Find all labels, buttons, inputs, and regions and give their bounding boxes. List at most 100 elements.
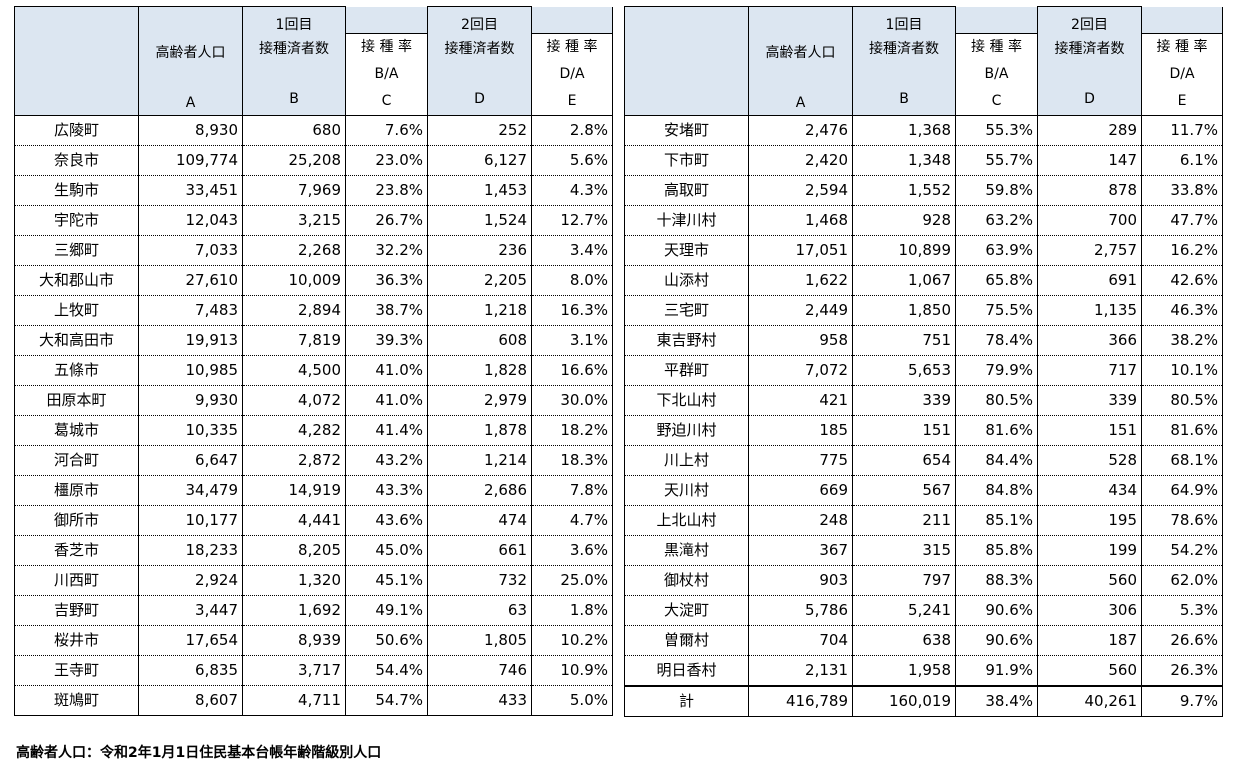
cell-b: 1,320: [242, 565, 346, 596]
table-row: 河合町 6,647 2,872 43.2% 1,214 18.3%: [14, 445, 613, 476]
cell-e: 78.6%: [1141, 505, 1223, 536]
first-dose-line1: 1回目: [275, 17, 313, 33]
cell-b: 680: [242, 115, 346, 146]
cell-d: 1,805: [427, 625, 532, 656]
second-rate-label: 接 種 率: [546, 38, 598, 55]
table-row: 香芝市 18,233 8,205 45.0% 661 3.6%: [14, 535, 613, 566]
first-rate-header: 接 種 率 B/A C: [955, 6, 1038, 116]
cell-a: 10,177: [138, 505, 243, 536]
cell-e: 10.1%: [1141, 355, 1223, 386]
first-rate-header: 接 種 率 B/A C: [345, 6, 428, 116]
total-e: 9.7%: [1141, 685, 1223, 717]
cell-c: 85.8%: [955, 535, 1038, 566]
municipality-name: 桜井市: [14, 625, 139, 656]
second-rate-label: 接 種 率: [1156, 38, 1208, 55]
cell-a: 5,786: [748, 595, 853, 626]
cell-a: 2,594: [748, 175, 853, 206]
cell-d: 339: [1037, 385, 1142, 416]
cell-b: 2,872: [242, 445, 346, 476]
municipality-name: 大和郡山市: [14, 265, 139, 296]
table-row: 広陵町 8,930 680 7.6% 252 2.8%: [14, 115, 613, 146]
cell-b: 10,899: [852, 235, 956, 266]
col-e-label: E: [1177, 92, 1187, 109]
municipality-name: 下北山村: [624, 385, 749, 416]
cell-e: 80.5%: [1141, 385, 1223, 416]
cell-d: 1,524: [427, 205, 532, 236]
cell-b: 1,552: [852, 175, 956, 206]
municipality-name: 田原本町: [14, 385, 139, 416]
municipality-name: 葛城市: [14, 415, 139, 446]
col-c-label: C: [381, 92, 392, 109]
cell-c: 63.2%: [955, 205, 1038, 236]
cell-a: 9,930: [138, 385, 243, 416]
table-row: 田原本町 9,930 4,072 41.0% 2,979 30.0%: [14, 385, 613, 416]
first-dose-header: 1回目 接種済者数 B: [242, 6, 346, 116]
cell-e: 68.1%: [1141, 445, 1223, 476]
cell-a: 775: [748, 445, 853, 476]
cell-e: 4.7%: [531, 505, 613, 536]
cell-d: 236: [427, 235, 532, 266]
cell-a: 367: [748, 535, 853, 566]
first-dose-line2: 接種済者数: [259, 41, 329, 57]
municipality-name: 上北山村: [624, 505, 749, 536]
cell-a: 3,447: [138, 595, 243, 626]
total-c: 38.4%: [955, 685, 1038, 717]
cell-d: 1,135: [1037, 295, 1142, 326]
municipality-name: 東吉野村: [624, 325, 749, 356]
right-table: 高齢者人口 A 1回目 接種済者数 B 接 種 率 B/A C 2回目 接種済者…: [624, 6, 1223, 717]
cell-a: 903: [748, 565, 853, 596]
table-row: 御杖村 903 797 88.3% 560 62.0%: [624, 565, 1223, 596]
cell-c: 88.3%: [955, 565, 1038, 596]
municipality-name: 大淀町: [624, 595, 749, 626]
table-row: 川西町 2,924 1,320 45.1% 732 25.0%: [14, 565, 613, 596]
cell-a: 1,468: [748, 205, 853, 236]
cell-b: 2,268: [242, 235, 346, 266]
cell-a: 27,610: [138, 265, 243, 296]
col-a-label: A: [185, 95, 196, 111]
table-row: 大和郡山市 27,610 10,009 36.3% 2,205 8.0%: [14, 265, 613, 296]
table-row: 宇陀市 12,043 3,215 26.7% 1,524 12.7%: [14, 205, 613, 236]
cell-e: 42.6%: [1141, 265, 1223, 296]
second-dose-line1: 2回目: [1071, 17, 1108, 33]
cell-a: 8,930: [138, 115, 243, 146]
municipality-name: 曽爾村: [624, 625, 749, 656]
cell-d: 1,218: [427, 295, 532, 326]
cell-e: 2.8%: [531, 115, 613, 146]
second-dose-line2: 接種済者数: [444, 41, 515, 57]
col-a-label: A: [795, 95, 806, 111]
municipality-name: 天川村: [624, 475, 749, 506]
first-rate-label: 接 種 率: [361, 38, 412, 55]
second-rate-header: 接 種 率 D/A E: [1141, 6, 1223, 116]
cell-c: 54.7%: [345, 685, 428, 716]
table-row: 橿原市 34,479 14,919 43.3% 2,686 7.8%: [14, 475, 613, 506]
cell-d: 560: [1037, 565, 1142, 596]
cell-b: 4,441: [242, 505, 346, 536]
municipality-name: 安堵町: [624, 115, 749, 146]
cell-c: 81.6%: [955, 415, 1038, 446]
municipality-name: 下市町: [624, 145, 749, 176]
cell-d: 732: [427, 565, 532, 596]
second-rate-header: 接 種 率 D/A E: [531, 6, 613, 116]
cell-a: 10,335: [138, 415, 243, 446]
first-dose-header: 1回目 接種済者数 B: [852, 6, 956, 116]
cell-d: 1,878: [427, 415, 532, 446]
municipality-name: 山添村: [624, 265, 749, 296]
cell-e: 11.7%: [1141, 115, 1223, 146]
cell-d: 700: [1037, 205, 1142, 236]
cell-a: 704: [748, 625, 853, 656]
total-row: 計 416,789 160,019 38.4% 40,261 9.7%: [624, 685, 1223, 717]
municipality-name: 御杖村: [624, 565, 749, 596]
municipality-name: 天理市: [624, 235, 749, 266]
cell-c: 84.4%: [955, 445, 1038, 476]
cell-e: 4.3%: [531, 175, 613, 206]
table-row: 葛城市 10,335 4,282 41.4% 1,878 18.2%: [14, 415, 613, 446]
table-row: 吉野町 3,447 1,692 49.1% 63 1.8%: [14, 595, 613, 626]
cell-c: 59.8%: [955, 175, 1038, 206]
cell-a: 2,131: [748, 655, 853, 687]
cell-c: 7.6%: [345, 115, 428, 146]
cell-e: 5.0%: [531, 685, 613, 716]
table-row: 高取町 2,594 1,552 59.8% 878 33.8%: [624, 175, 1223, 206]
cell-c: 38.7%: [345, 295, 428, 326]
cell-a: 7,033: [138, 235, 243, 266]
second-rate-formula: D/A: [559, 65, 585, 82]
